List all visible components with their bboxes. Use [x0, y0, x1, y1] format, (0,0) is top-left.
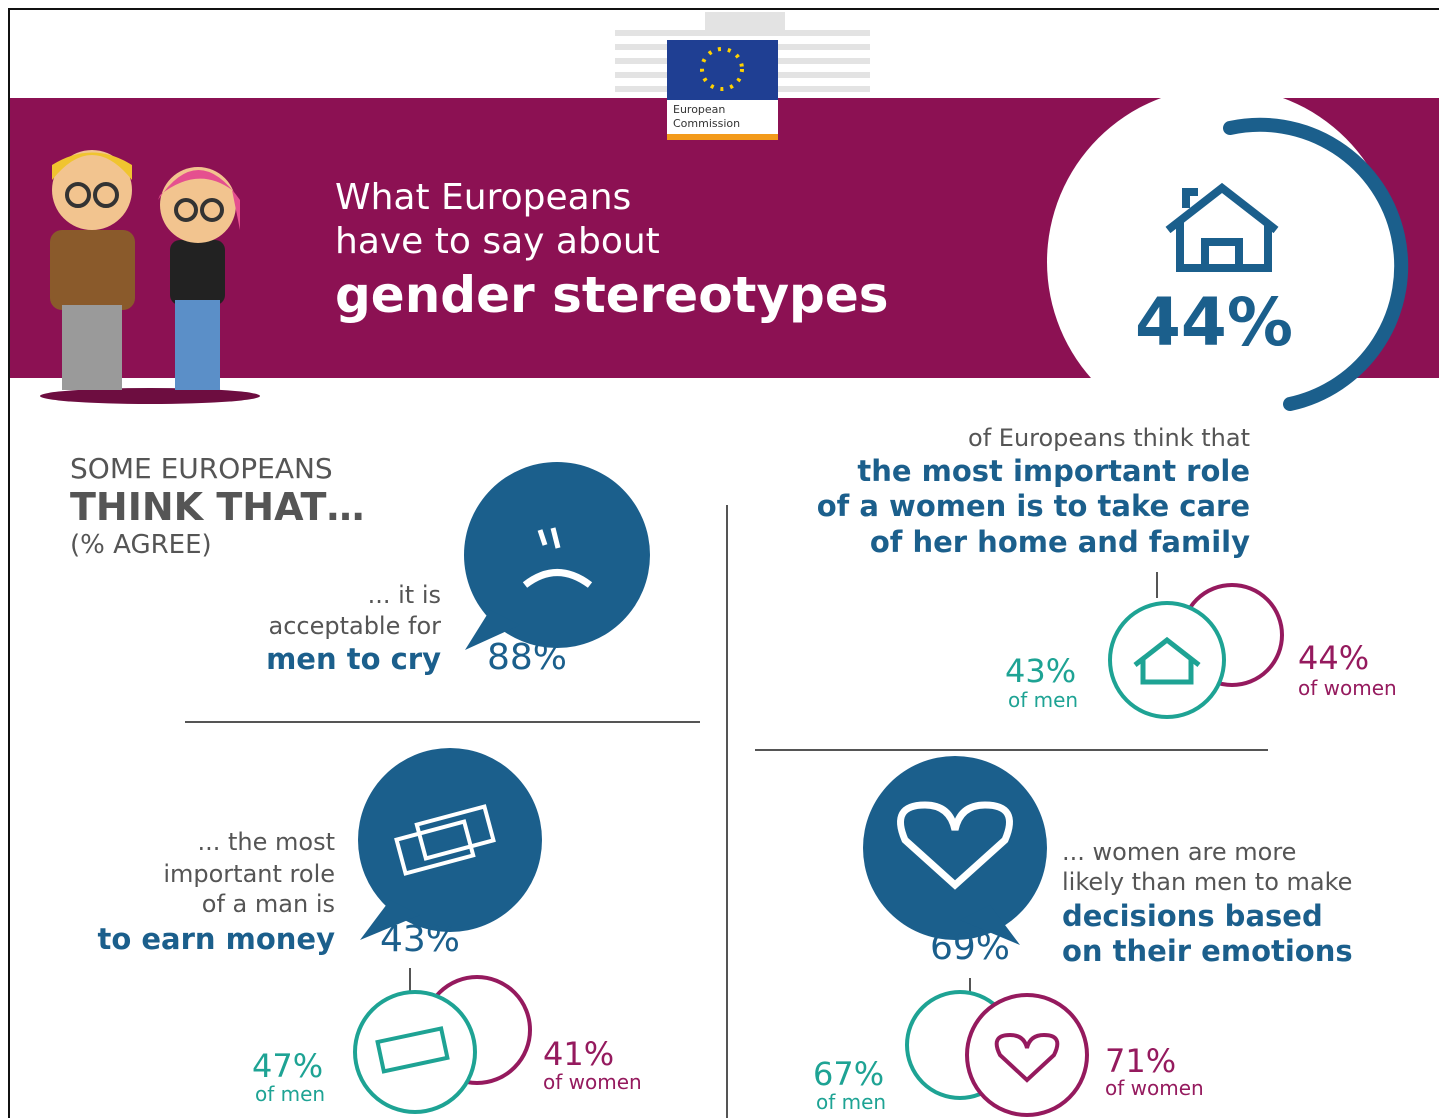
frame	[8, 8, 1439, 1118]
women-value: 71%	[1105, 1042, 1177, 1080]
statement: of Europeans think that	[968, 424, 1250, 452]
house-icon	[1133, 636, 1201, 685]
intro: SOME EUROPEANS	[70, 452, 333, 485]
men-label: of men	[816, 1090, 887, 1114]
statement-bold: of a women is to take care	[816, 489, 1250, 523]
statement-bold: men to cry	[266, 642, 441, 676]
hero-ring	[1223, 117, 1409, 411]
bubble-men	[353, 990, 477, 1114]
eu-stars	[700, 47, 744, 91]
title-line: What Europeans	[335, 177, 632, 218]
bubble-cry	[464, 462, 650, 650]
women-label: of women	[1298, 676, 1397, 700]
money-icon	[394, 804, 496, 876]
men-label: of men	[1008, 688, 1079, 712]
logo-text: European	[673, 103, 726, 116]
women-value: 41%	[543, 1035, 615, 1073]
title-line: gender stereotypes	[335, 266, 889, 324]
people	[40, 150, 260, 404]
intro: THINK THAT…	[70, 485, 365, 529]
statement: of a man is	[201, 890, 335, 918]
hero-circle	[1047, 87, 1397, 437]
sad-eyes	[537, 527, 561, 549]
men-value: 47%	[252, 1047, 324, 1085]
men-label: of men	[255, 1082, 326, 1106]
statement-bold: decisions based	[1062, 899, 1323, 933]
women-label: of women	[543, 1070, 642, 1094]
statement-bold: the most important role	[857, 454, 1250, 488]
heart-icon	[994, 1032, 1060, 1083]
statement: likely than men to make	[1062, 868, 1353, 896]
house-icon	[1165, 182, 1279, 272]
men-value: 43%	[1005, 652, 1077, 690]
statement: ... women are more	[1062, 838, 1297, 866]
sad-mouth	[522, 569, 593, 588]
bubble-women	[965, 993, 1089, 1117]
value: 88%	[487, 637, 568, 678]
title-line: have to say about	[335, 221, 660, 262]
statement-bold: of her home and family	[869, 525, 1250, 559]
bubble-men	[1108, 601, 1226, 719]
intro: (% AGREE)	[70, 530, 212, 560]
money-icon	[375, 1026, 450, 1074]
men-value: 67%	[813, 1055, 885, 1093]
value: 43%	[380, 919, 461, 960]
statement: important role	[163, 860, 335, 888]
statement-bold: to earn money	[97, 922, 335, 956]
bubble-money	[358, 748, 542, 940]
statement: acceptable for	[268, 612, 441, 640]
statement: ... the most	[197, 828, 335, 856]
eu-flag	[667, 40, 778, 100]
logo-bar	[667, 134, 778, 140]
hero-value: 44%	[1135, 284, 1293, 361]
women-value: 44%	[1298, 639, 1370, 677]
statement: ... it is	[367, 581, 441, 609]
heart-icon	[897, 801, 1013, 890]
logo-box	[667, 100, 778, 134]
value: 69%	[930, 927, 1011, 968]
bubble-heart	[863, 756, 1047, 945]
women-label: of women	[1105, 1076, 1204, 1100]
statement-bold: on their emotions	[1062, 934, 1353, 968]
logo-text: Commission	[673, 117, 741, 130]
